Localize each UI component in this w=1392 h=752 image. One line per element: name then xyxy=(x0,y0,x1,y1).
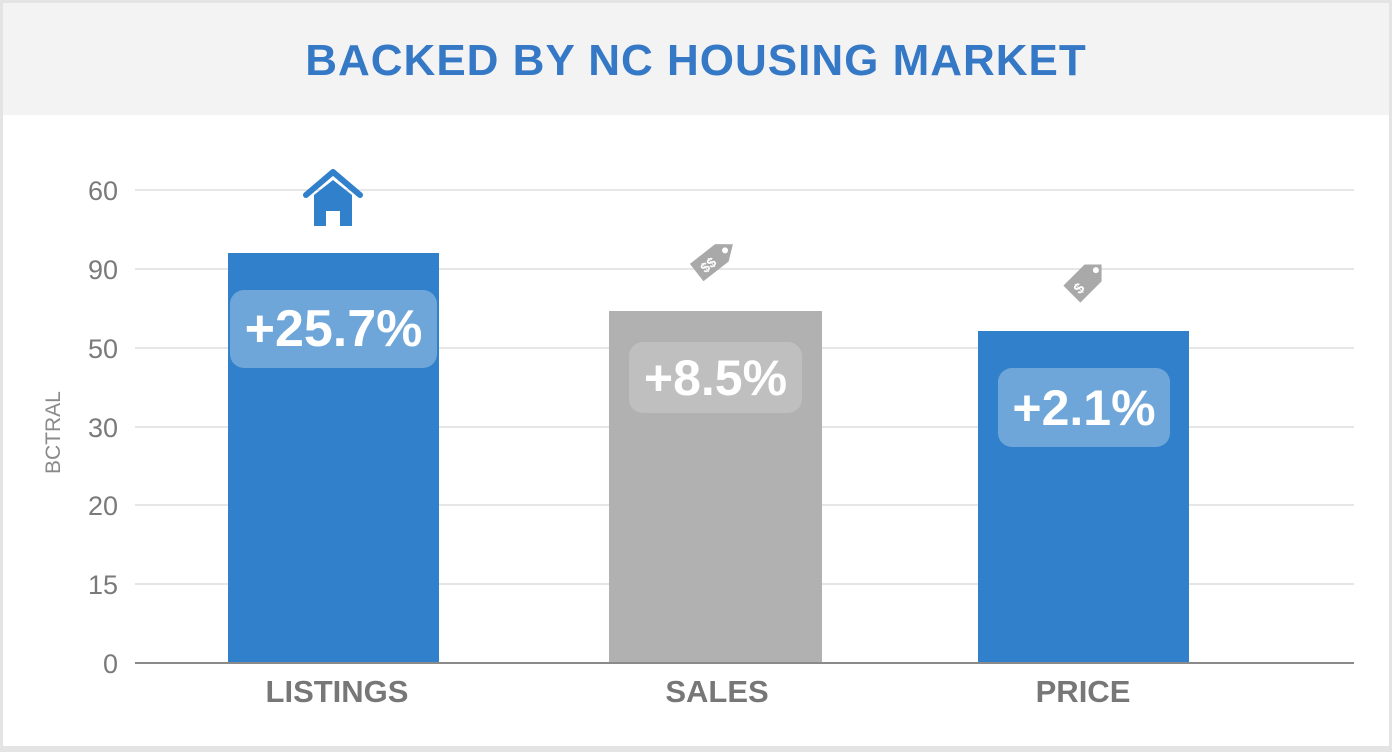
chart-title: BACKED BY NC HOUSING MARKET xyxy=(305,36,1087,85)
x-axis-line xyxy=(135,662,1354,664)
bar-listings xyxy=(228,253,439,663)
x-label-price: PRICE xyxy=(1035,674,1131,709)
price-tag-icon: $$ xyxy=(689,244,733,282)
gridline xyxy=(135,189,1354,191)
y-tick-label: 15 xyxy=(87,570,118,600)
bar-sales xyxy=(609,311,822,663)
x-label-listings: LISTINGS xyxy=(265,674,409,709)
y-tick-label: 0 xyxy=(102,649,118,679)
chart-header: BACKED BY NC HOUSING MARKET xyxy=(3,3,1389,115)
y-tick-label: 20 xyxy=(87,491,118,521)
y-axis-title: BCTRAL xyxy=(42,391,65,474)
value-badge-price: +2.1% xyxy=(998,368,1170,447)
gridline xyxy=(135,268,1354,270)
y-tick-label: 60 xyxy=(87,176,118,206)
value-badge-sales: +8.5% xyxy=(629,342,802,413)
x-label-sales: SALES xyxy=(665,674,769,709)
y-tick-label: 50 xyxy=(87,334,118,364)
house-icon xyxy=(303,169,363,226)
price-tag-icon: $ xyxy=(1063,264,1102,303)
y-tick-label: 30 xyxy=(87,413,118,443)
value-badge-listings: +25.7% xyxy=(230,290,437,368)
y-tick-label: 90 xyxy=(87,255,118,285)
bar-price xyxy=(978,331,1189,663)
